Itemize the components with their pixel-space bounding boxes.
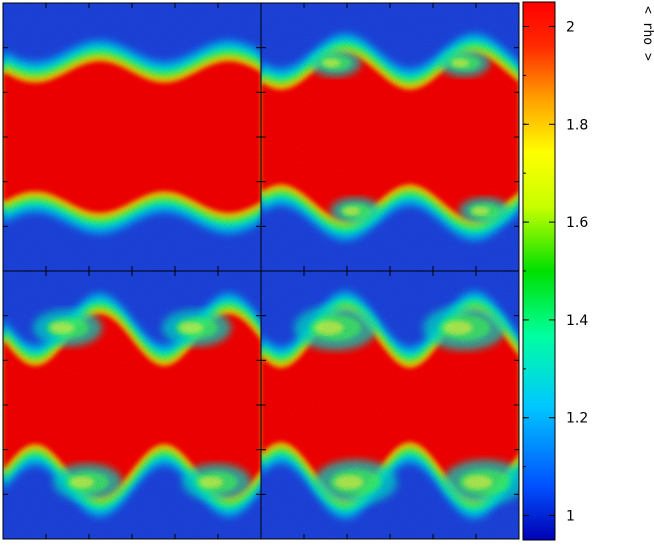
colorbar-tick-label: 2 bbox=[566, 19, 575, 35]
panel-ticks bbox=[3, 3, 261, 271]
colorbar-label: < rho > bbox=[640, 6, 654, 61]
colorbar-ticks: 1 1.2 1.4 1.6 1.8 2 bbox=[523, 19, 588, 525]
panel-ticks bbox=[261, 271, 519, 539]
panel-ticks bbox=[3, 271, 261, 539]
panel-grid bbox=[2, 2, 520, 540]
density-panel-top-left bbox=[2, 2, 262, 272]
colorbar-gradient bbox=[522, 1, 556, 541]
density-panel-bottom-right bbox=[260, 270, 520, 540]
colorbar-tick-label: 1.4 bbox=[566, 313, 588, 329]
density-panel-bottom-left bbox=[2, 270, 262, 540]
colorbar-tick-label: 1.6 bbox=[566, 215, 588, 231]
colorbar-tick-label: 1.2 bbox=[566, 411, 588, 427]
colorbar: 1 1.2 1.4 1.6 1.8 2 < rho > bbox=[522, 1, 654, 541]
colorbar-tick-label: 1.8 bbox=[566, 117, 588, 133]
colorbar-tick-label: 1 bbox=[566, 509, 575, 525]
density-panel-top-right bbox=[260, 2, 520, 272]
panel-ticks bbox=[261, 3, 519, 271]
